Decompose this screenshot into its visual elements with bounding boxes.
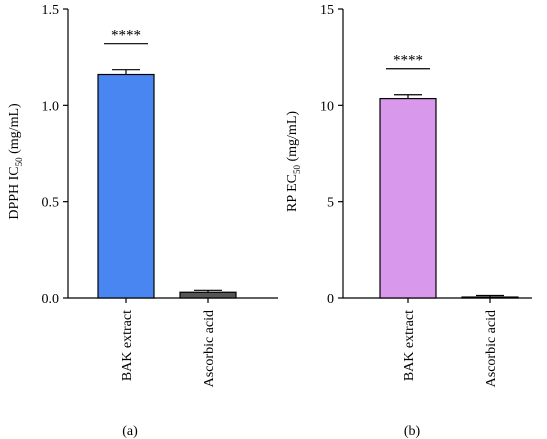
bar: [97, 73, 155, 299]
y-tick-label: 0: [327, 292, 334, 307]
bar: [461, 296, 519, 299]
y-tick-label: 0.0: [42, 292, 60, 307]
y-tick-label: 1.5: [42, 3, 60, 18]
x-category-label: BAK extract: [402, 310, 417, 381]
x-category-label: Ascorbic acid: [484, 310, 499, 387]
y-tick-label: 15: [320, 3, 334, 18]
significance-marker: ****: [393, 53, 423, 69]
panel-label: (a): [122, 424, 138, 439]
panel-label: (b): [404, 424, 421, 439]
chart-panel-b: 0 5 10 15 BAK extract Ascorbic acid **** RP EC5…: [285, 3, 532, 439]
y-tick-label: 0.5: [42, 196, 60, 211]
x-category-label: Ascorbic acid: [202, 310, 217, 387]
bar: [179, 291, 237, 299]
y-axis-label: DPPH IC50 (mg/mL): [7, 103, 24, 220]
bar: [379, 97, 437, 299]
y-axis-label: RP EC50 (mg/mL): [285, 111, 302, 212]
x-category-label: BAK extract: [120, 310, 135, 381]
y-tick-label: 1.0: [42, 99, 60, 114]
chart-panel-a: 0.0 0.5 1.0 1.5 BAK extract Ascorbic acid ****…: [7, 3, 278, 439]
significance-marker: ****: [111, 28, 141, 44]
y-tick-label: 10: [320, 99, 334, 114]
y-tick-label: 5: [327, 196, 334, 211]
